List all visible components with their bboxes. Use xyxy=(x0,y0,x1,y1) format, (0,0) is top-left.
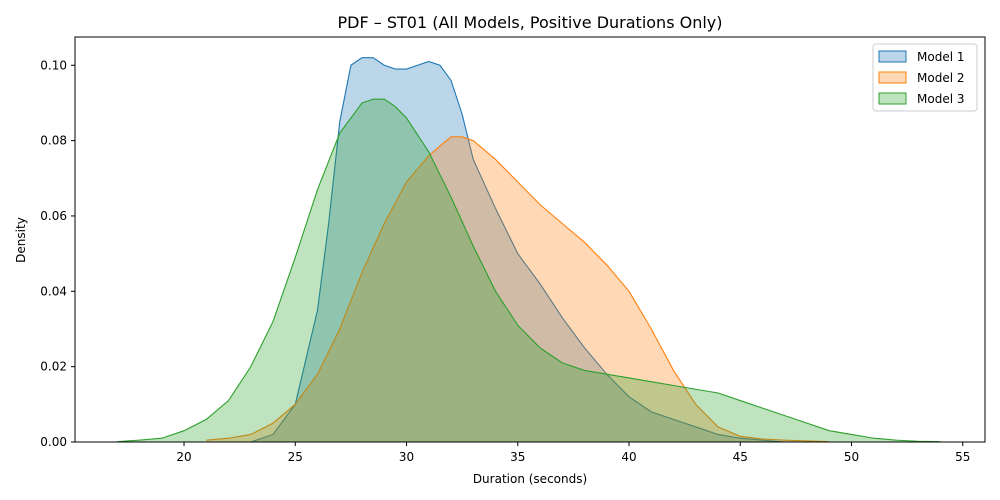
legend-swatch-1 xyxy=(878,50,907,63)
legend-box xyxy=(872,43,978,112)
chart-title: PDF – ST01 (All Models, Positive Duratio… xyxy=(338,13,723,32)
series-area-2 xyxy=(206,136,830,442)
y-tick-label: 0.02 xyxy=(40,360,67,374)
x-tick-label: 55 xyxy=(955,450,970,464)
y-tick-label: 0.10 xyxy=(40,58,67,72)
legend-label-3: Model 3 xyxy=(917,92,964,106)
series-line-1 xyxy=(250,57,785,443)
x-tick-label: 30 xyxy=(399,450,414,464)
x-tick-label: 25 xyxy=(288,450,303,464)
y-axis: 0.00 0.02 0.04 0.06 0.08 0.10 xyxy=(40,58,75,449)
series-line-3 xyxy=(117,98,941,443)
x-axis: 20 25 30 35 40 45 50 55 xyxy=(176,442,970,464)
x-tick-label: 40 xyxy=(621,450,636,464)
x-tick-label: 20 xyxy=(176,450,191,464)
y-tick-label: 0.00 xyxy=(40,435,67,449)
y-axis-label: Density xyxy=(14,217,28,263)
plot-frame xyxy=(74,36,986,443)
legend: Model 1 Model 2 Model 3 xyxy=(872,43,978,112)
legend-swatch-3 xyxy=(878,92,907,105)
x-tick-label: 35 xyxy=(510,450,525,464)
y-tick-label: 0.06 xyxy=(40,209,67,223)
legend-label-1: Model 1 xyxy=(917,50,964,64)
series-layer xyxy=(117,57,941,443)
legend-swatch-2 xyxy=(878,71,907,84)
series-area-1 xyxy=(250,57,785,442)
y-tick-label: 0.04 xyxy=(40,284,67,298)
y-tick-label: 0.08 xyxy=(40,134,67,148)
x-tick-label: 45 xyxy=(733,450,748,464)
series-area-3 xyxy=(117,99,941,442)
x-tick-label: 50 xyxy=(844,450,859,464)
x-axis-label: Duration (seconds) xyxy=(473,472,587,486)
legend-label-2: Model 2 xyxy=(917,71,964,85)
series-line-2 xyxy=(206,136,830,443)
